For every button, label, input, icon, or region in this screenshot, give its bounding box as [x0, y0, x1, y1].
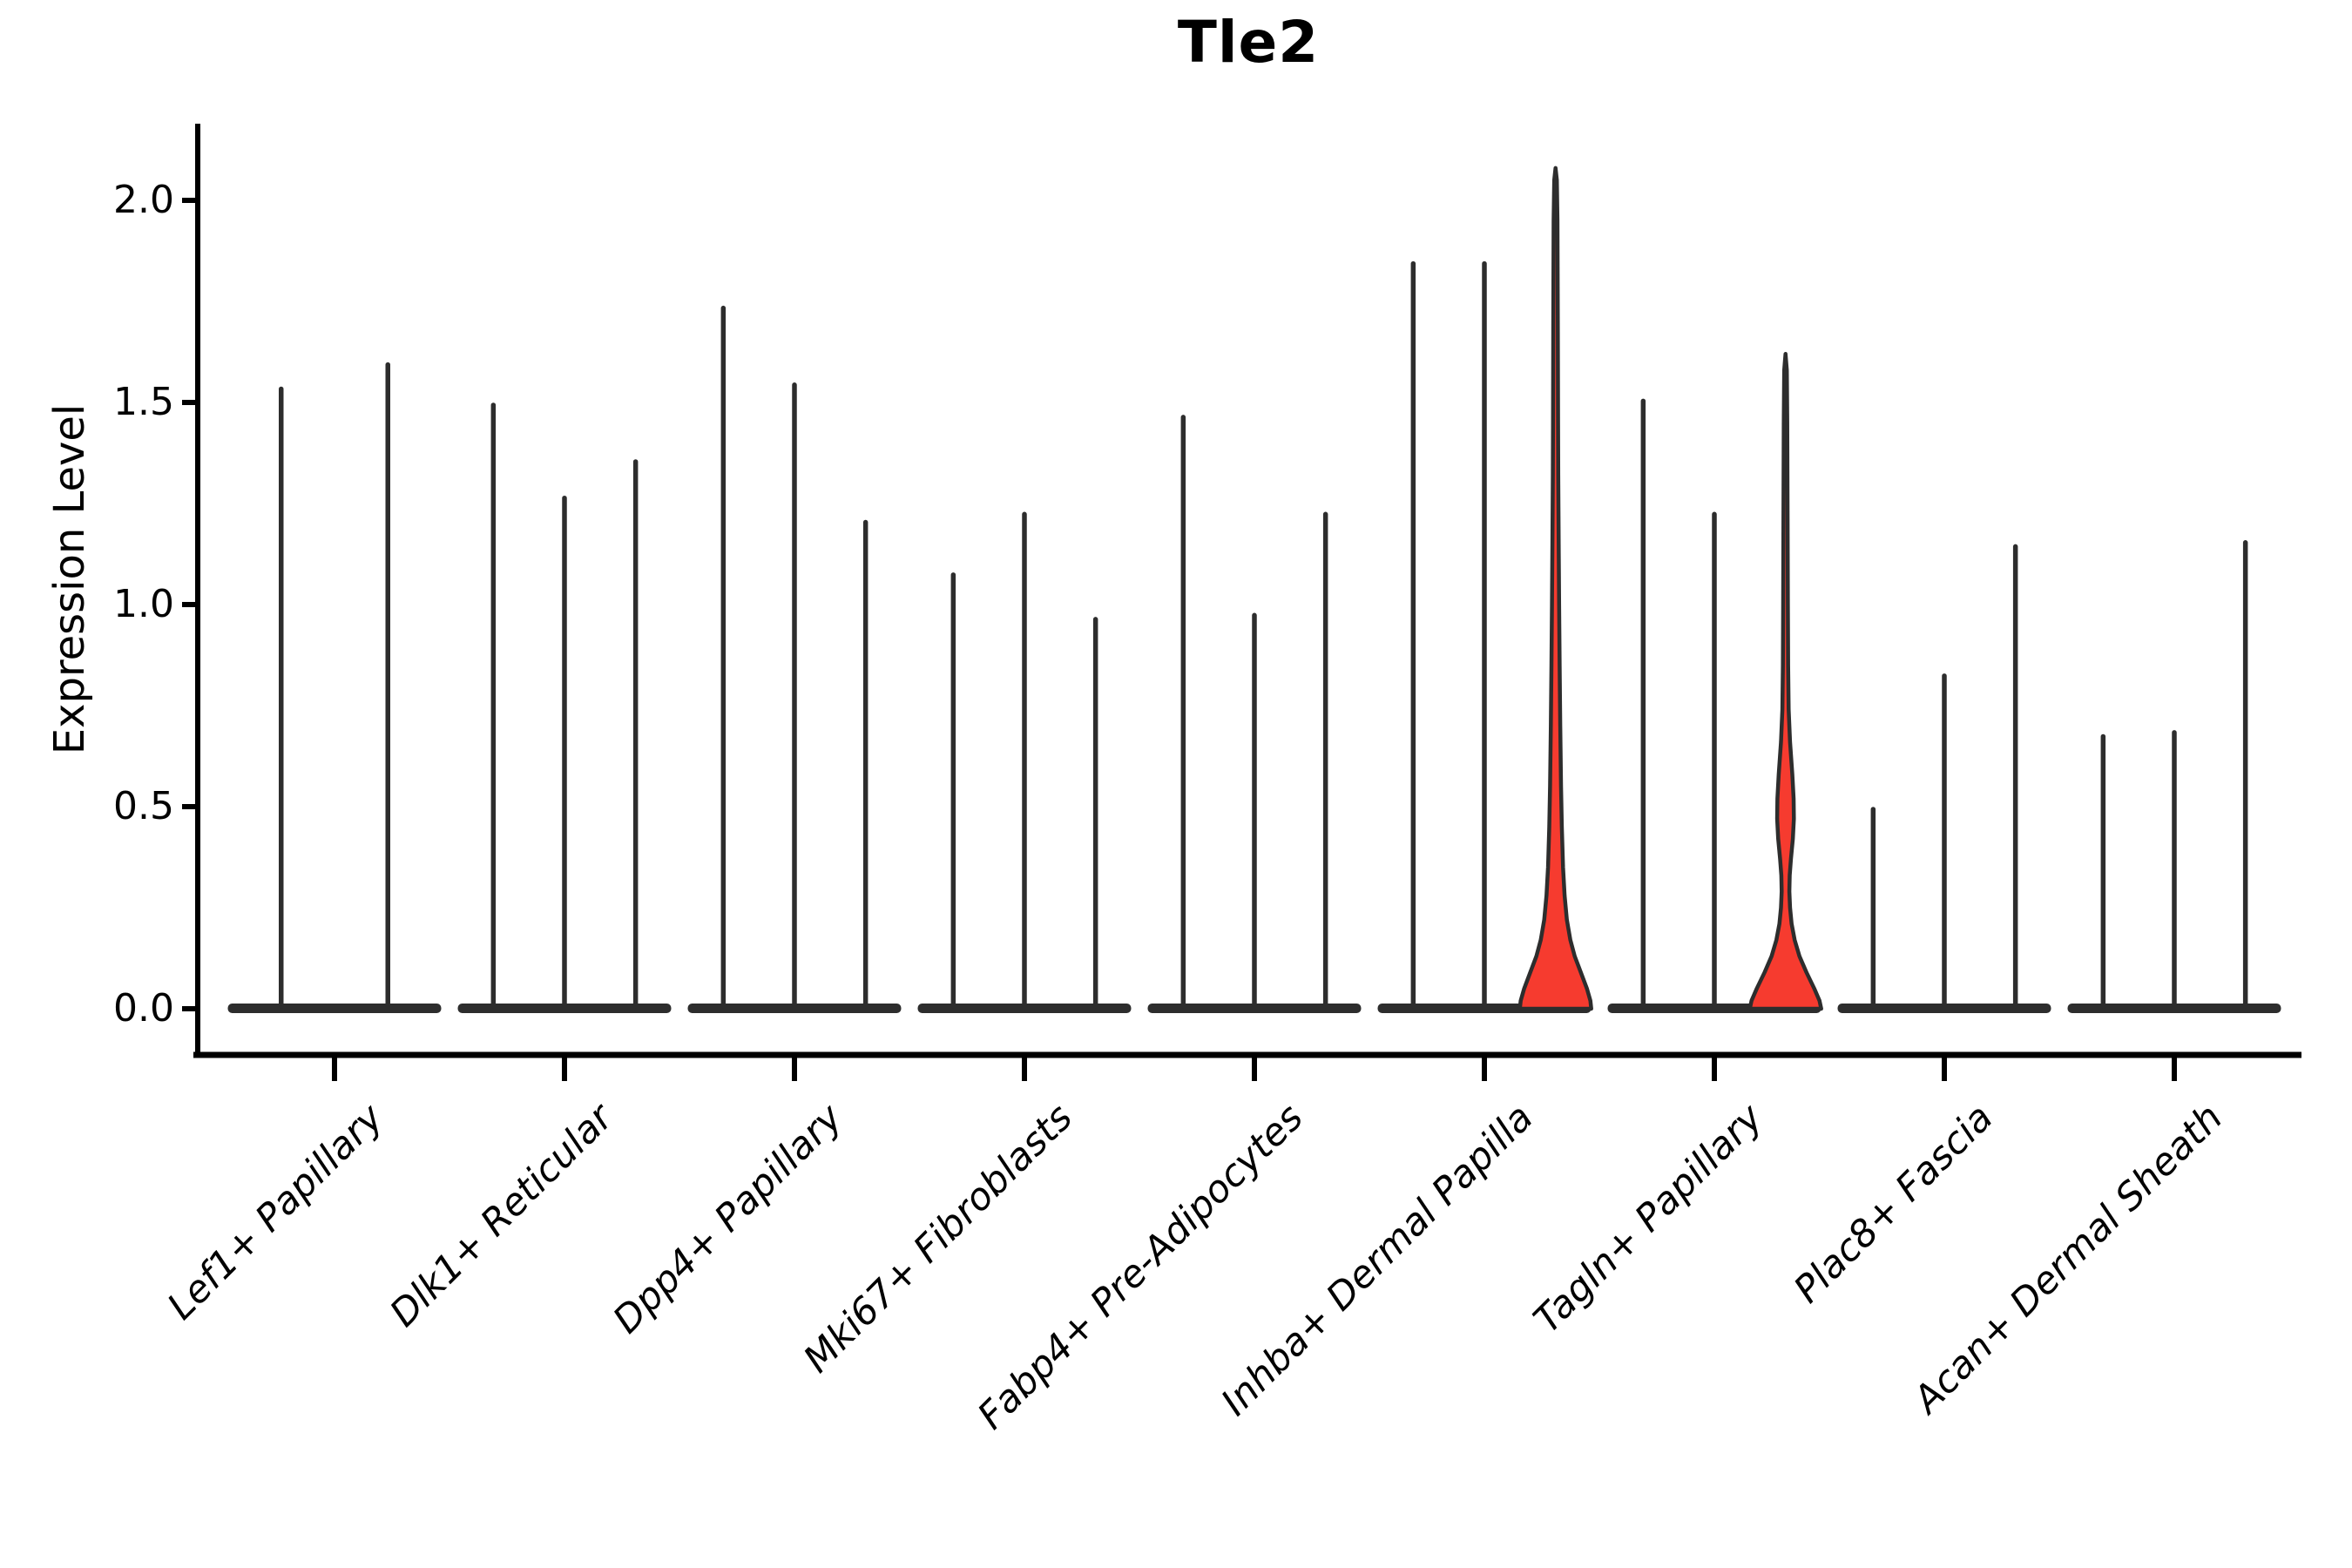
y-tick-label: 0.5	[113, 784, 174, 828]
y-tick-label: 1.0	[113, 582, 174, 626]
y-tick-label: 2.0	[113, 178, 174, 222]
chart-title: Tle2	[1177, 9, 1320, 76]
violin-highlight	[1517, 166, 1593, 1011]
y-tick-label: 1.5	[113, 380, 174, 424]
violin-highlight	[1747, 352, 1823, 1011]
y-tick-label: 0.0	[113, 986, 174, 1031]
violin-baseline-bar	[227, 1004, 442, 1013]
